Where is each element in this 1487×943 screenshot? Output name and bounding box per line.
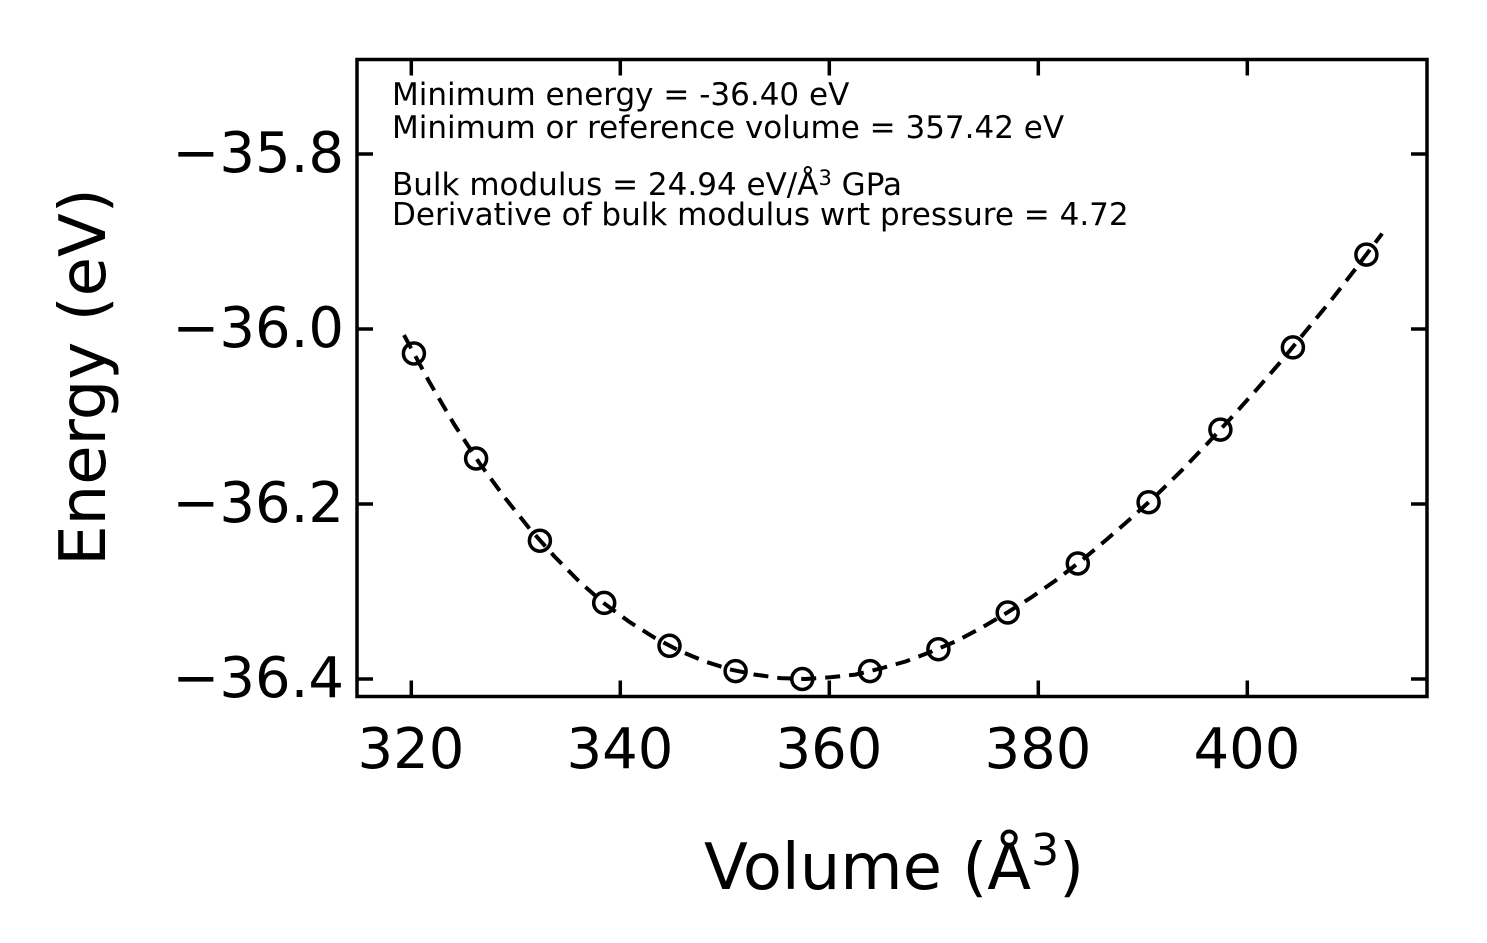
x-tick-label: 360 xyxy=(775,717,883,782)
x-tick-label: 320 xyxy=(357,717,465,782)
data-point-marker xyxy=(463,446,489,471)
data-point-marker xyxy=(926,636,951,662)
y-tick-label: −36.2 xyxy=(172,471,344,536)
y-tick-label: −36.0 xyxy=(172,296,344,361)
annotation-bulk-modulus: Bulk modulus = 24.94 eV/Å3 GPa xyxy=(392,163,902,201)
data-point-marker xyxy=(790,666,815,692)
annotation-minimum-energy: Minimum energy = -36.40 eV xyxy=(392,77,850,113)
plot-spines xyxy=(355,57,1429,699)
y-tick-label: −36.4 xyxy=(172,646,344,711)
data-point-marker xyxy=(1208,417,1233,442)
data-point-marker xyxy=(1280,335,1306,360)
x-axis-label-superscript: 3 xyxy=(1031,825,1060,876)
x-axis-label-close: ) xyxy=(1059,831,1085,905)
annotation-bulk-modulus-superscript: 3 xyxy=(818,166,832,190)
annotation-bulk-modulus-text: Bulk modulus = 24.94 eV/Å xyxy=(392,167,819,203)
eos-fit-curve xyxy=(402,232,1384,682)
annotation-bulk-modulus-unit: GPa xyxy=(831,167,903,203)
annotation-minimum-volume: Minimum or reference volume = 357.42 eV xyxy=(392,110,1065,146)
x-axis-label-text: Volume (Å xyxy=(703,831,1032,905)
x-tick-label: 380 xyxy=(984,717,1092,782)
data-point-marker xyxy=(401,341,427,366)
data-point-marker xyxy=(1065,551,1091,576)
annotation-bulk-modulus-derivative: Derivative of bulk modulus wrt pressure … xyxy=(392,197,1129,233)
data-point-marker xyxy=(657,633,682,659)
data-point-marker xyxy=(995,600,1020,625)
x-tick-label: 340 xyxy=(566,717,674,782)
y-axis-label: Energy (eV) xyxy=(47,188,121,566)
y-tick-label: −35.8 xyxy=(172,121,344,186)
data-point-marker xyxy=(1136,489,1161,515)
x-tick-label: 400 xyxy=(1193,717,1301,782)
data-point-marker xyxy=(591,590,617,616)
data-point-marker xyxy=(723,658,748,684)
data-point-marker xyxy=(1354,242,1379,267)
data-point-marker xyxy=(857,658,883,684)
data-point-marker xyxy=(527,528,553,553)
x-axis-label: Volume (Å3) xyxy=(704,819,1084,900)
